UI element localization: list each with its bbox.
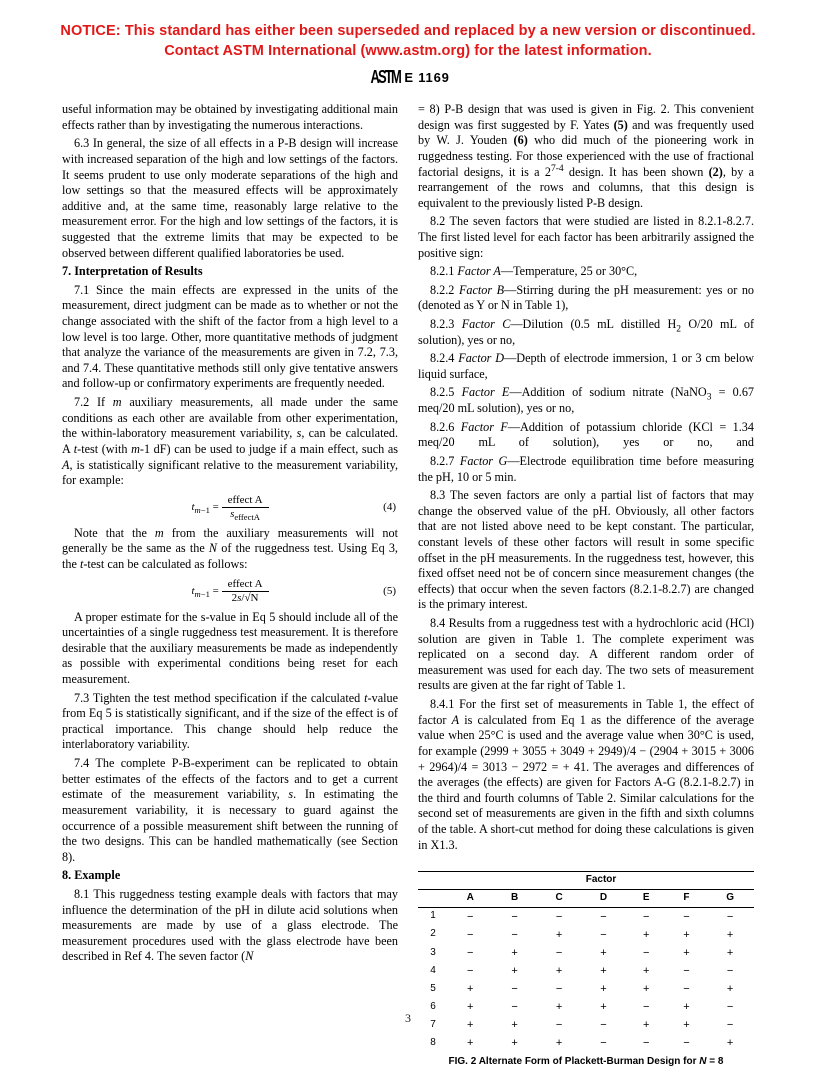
table-row: 2−−+−+++ xyxy=(418,926,754,944)
para-6.3: 6.3 In general, the size of all effects … xyxy=(62,136,398,261)
designation-code: E 1169 xyxy=(404,70,449,85)
equation-4: tm−1 = effect A seffectA (4) xyxy=(62,495,398,520)
para-8.2.4: 8.2.4 Factor D—Depth of electrode immers… xyxy=(418,351,754,382)
para-7.4: 7.4 The complete P-B-experiment can be r… xyxy=(62,756,398,865)
para-8.4: 8.4 Results from a ruggedness test with … xyxy=(418,616,754,694)
eq5-number: (5) xyxy=(383,584,396,598)
para-7.1: 7.1 Since the main effects are expressed… xyxy=(62,283,398,392)
figure-2-factor-header: Factor xyxy=(448,872,754,890)
table-row: 4−++++−− xyxy=(418,962,754,980)
table-row: 3−+−+−++ xyxy=(418,944,754,962)
para-7.2-note: Note that the m from the auxiliary measu… xyxy=(62,526,398,573)
para-8.1: 8.1 This ruggedness testing example deal… xyxy=(62,887,398,965)
notice-banner: NOTICE: This standard has either been su… xyxy=(0,0,816,61)
page-container: { "notice": { "line1": "NOTICE: This sta… xyxy=(0,0,816,1056)
table-row: 8+++−−−+ xyxy=(418,1034,754,1052)
para-7.2-proper: A proper estimate for the s-value in Eq … xyxy=(62,610,398,688)
para-7.3: 7.3 Tighten the test method specificatio… xyxy=(62,691,398,753)
figure-2-column-header-row: A B C D E F G xyxy=(418,889,754,907)
para-8.1-continued: = 8) P-B design that was used is given i… xyxy=(418,102,754,211)
two-column-body: useful information may be obtained by in… xyxy=(0,88,816,1069)
para-8.2.7: 8.2.7 Factor G—Electrode equilibration t… xyxy=(418,454,754,485)
equation-5: tm−1 = effect A 2s/√N (5) xyxy=(62,579,398,604)
right-column: = 8) P-B design that was used is given i… xyxy=(418,102,754,1069)
para-8.2: 8.2 The seven factors that were studied … xyxy=(418,214,754,261)
page-number: 3 xyxy=(0,1011,816,1026)
notice-line-2: Contact ASTM International (www.astm.org… xyxy=(50,42,766,62)
para-8.2.6: 8.2.6 Factor F—Addition of potassium chl… xyxy=(418,420,754,451)
figure-2-caption: FIG. 2 Alternate Form of Plackett-Burman… xyxy=(418,1056,754,1069)
para-6-continued: useful information may be obtained by in… xyxy=(62,102,398,133)
para-8.2.5: 8.2.5 Factor E—Addition of sodium nitrat… xyxy=(418,385,754,416)
left-column: useful information may be obtained by in… xyxy=(62,102,398,1069)
eq4-number: (4) xyxy=(383,500,396,514)
notice-line-1: NOTICE: This standard has either been su… xyxy=(50,22,766,42)
section-7-title: 7. Interpretation of Results xyxy=(62,264,398,280)
figure-2: Factor A B C D E F G 1−−−−−−−2−−+−+++3−+ xyxy=(418,871,754,1069)
table-row: 5+−−++−+ xyxy=(418,980,754,998)
para-8.2.2: 8.2.2 Factor B—Stirring during the pH me… xyxy=(418,283,754,314)
para-8.4.1: 8.4.1 For the first set of measurements … xyxy=(418,697,754,853)
para-7.2: 7.2 If m auxiliary measurements, all mad… xyxy=(62,395,398,489)
para-8.3: 8.3 The seven factors are only a partial… xyxy=(418,488,754,613)
para-8.2.3: 8.2.3 Factor C—Dilution (0.5 mL distille… xyxy=(418,317,754,348)
para-8.2.1: 8.2.1 Factor A—Temperature, 25 or 30°C, xyxy=(418,264,754,280)
table-row: 1−−−−−−− xyxy=(418,907,754,926)
section-8-title: 8. Example xyxy=(62,868,398,884)
designation-row: ASTM E 1169 xyxy=(0,67,816,88)
astm-logo-text: ASTM xyxy=(371,67,394,88)
